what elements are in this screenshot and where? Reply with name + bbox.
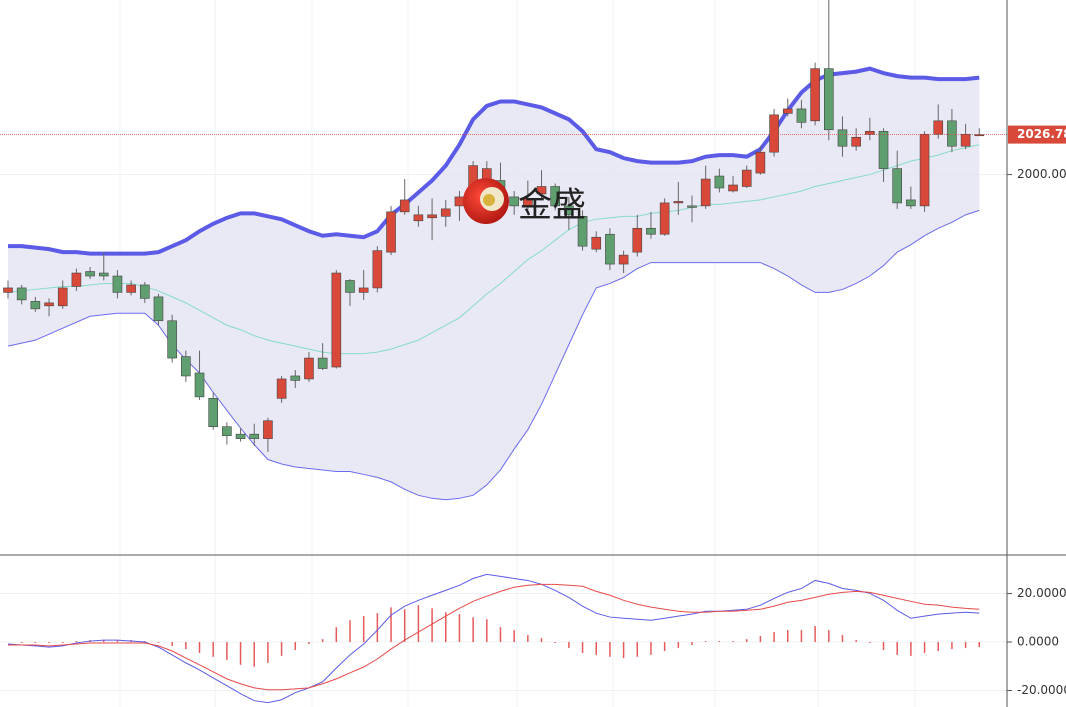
candle-body: [372, 250, 383, 289]
candle-body: [755, 151, 766, 174]
candle-body: [960, 133, 971, 147]
candle-body: [112, 275, 123, 293]
candle-body: [523, 198, 533, 207]
candle-body: [427, 214, 437, 219]
candle-body: [577, 216, 588, 247]
candle-body: [618, 254, 629, 265]
logo-core: [483, 194, 495, 206]
candle-body: [796, 108, 807, 123]
candle-body: [3, 287, 13, 293]
candle-body: [974, 134, 985, 137]
candle-body: [126, 284, 136, 293]
candle-body: [687, 205, 697, 208]
last-price-badge: [1008, 125, 1066, 144]
candle-body: [728, 184, 738, 192]
macd-line: [7, 573, 980, 704]
candle-body: [440, 208, 451, 217]
candle-body: [769, 114, 779, 153]
y-tick-label: 20.0000: [1017, 586, 1066, 600]
candle-body: [892, 168, 903, 204]
candle-body: [646, 227, 656, 235]
candle-body: [741, 169, 752, 187]
candle-body: [933, 120, 944, 135]
candle-body: [673, 201, 684, 204]
candle-body: [823, 68, 834, 131]
candle-body: [399, 199, 410, 213]
candle-body: [509, 196, 519, 207]
candle-body: [290, 375, 301, 381]
candle-body: [700, 178, 711, 207]
macd-line: [8, 583, 980, 691]
candle-body: [947, 120, 957, 147]
candle-body: [71, 272, 82, 287]
candle-body: [276, 378, 287, 399]
candle-body: [591, 236, 602, 250]
candle-body: [249, 433, 260, 439]
candle-body: [181, 356, 191, 377]
candle-body: [194, 372, 205, 398]
candle-body: [605, 233, 615, 265]
candle-body: [263, 420, 273, 439]
candle-body: [550, 186, 561, 207]
candle-body: [167, 320, 177, 359]
candle-body: [659, 202, 670, 235]
candle-body: [235, 433, 246, 439]
candle-body: [919, 133, 930, 207]
y-tick-label: 0.0000: [1017, 635, 1059, 649]
band-line: [7, 144, 980, 355]
candle-body: [345, 280, 355, 293]
candle-body: [878, 130, 889, 169]
candle-body: [98, 272, 109, 277]
candle-body: [837, 129, 848, 147]
last-price-label: 2026.78: [1017, 127, 1066, 141]
candle-body: [810, 68, 820, 122]
candle-body: [208, 398, 218, 427]
candle-body: [153, 296, 164, 322]
candle-body: [30, 301, 41, 310]
candle-body: [44, 302, 54, 307]
candle-body: [865, 130, 875, 135]
candle-body: [304, 357, 314, 380]
candle-body: [140, 284, 150, 299]
candle-body: [413, 214, 424, 222]
candle-body: [714, 175, 725, 189]
candle-body: [222, 426, 232, 436]
candle-body: [906, 199, 916, 207]
plot-layer: [0, 0, 1012, 704]
candle-body: [331, 272, 342, 368]
candle-body: [782, 108, 793, 114]
candle-body: [85, 271, 95, 277]
y-tick-label: -20.0000: [1017, 683, 1066, 697]
y-tick-label: 2000.00: [1017, 167, 1066, 181]
candle-body: [632, 227, 643, 253]
candle-body: [454, 196, 465, 207]
candle-body: [317, 357, 328, 369]
candle-body: [536, 186, 547, 195]
watermark: 金盛: [463, 178, 586, 226]
candle-body: [386, 211, 396, 253]
candle-body: [57, 287, 68, 307]
candle-body: [851, 136, 861, 147]
watermark-text: 金盛: [518, 186, 586, 226]
candle-body: [358, 287, 369, 293]
candle-body: [16, 287, 27, 301]
candle-body: [564, 205, 574, 216]
band-fill: [8, 68, 980, 500]
